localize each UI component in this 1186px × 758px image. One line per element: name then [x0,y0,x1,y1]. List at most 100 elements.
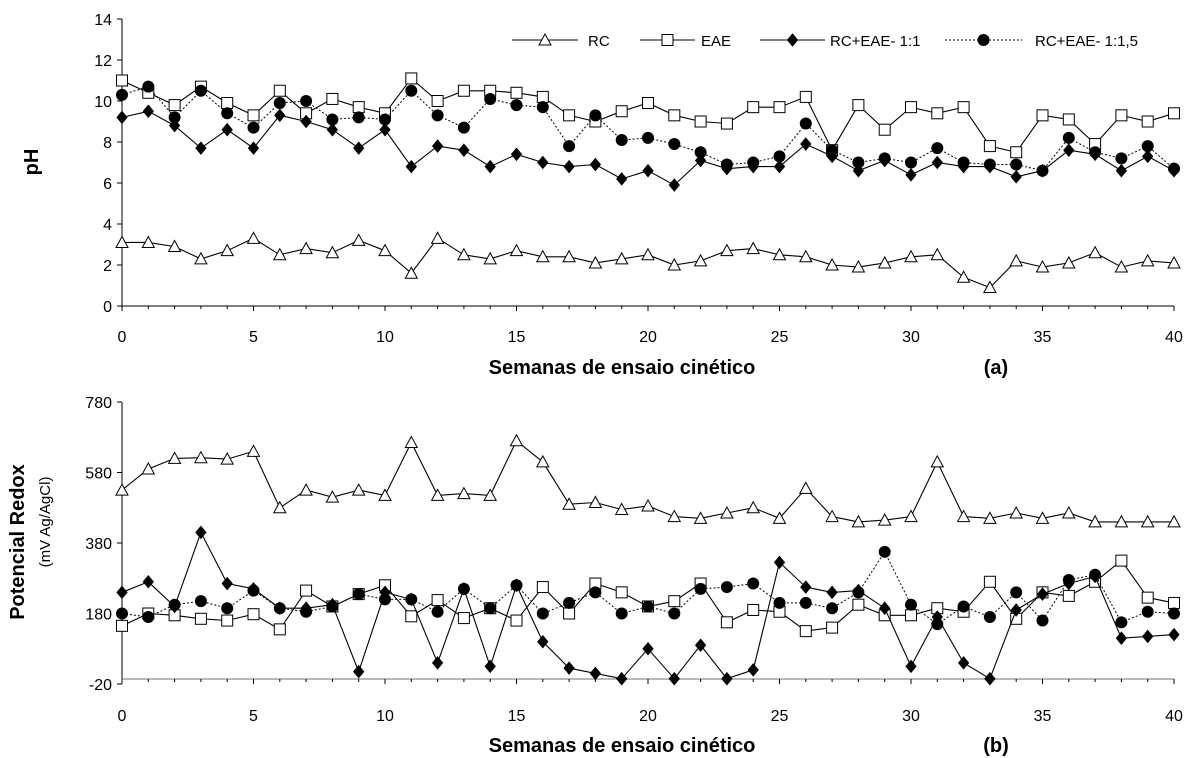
data-point [221,602,234,615]
data-point [667,509,682,523]
data-point [1141,605,1154,618]
data-point [431,656,444,670]
data-point [247,584,260,597]
data-point [167,239,182,253]
data-point [194,595,207,608]
data-point [116,585,128,600]
data-point [535,454,550,468]
data-point [1115,631,1128,645]
data-point [325,245,340,259]
data-point [273,623,286,636]
data-point [326,600,339,613]
x-tick-label: 10 [376,329,394,346]
data-point [536,90,549,103]
data-point [668,109,681,122]
data-point [563,661,575,675]
data-point [826,144,839,157]
legend-entry: RC+EAE- 1:1 [760,33,920,50]
data-point [195,141,207,155]
legend-entry: RC [512,32,610,50]
data-point [852,598,865,611]
data-point [878,545,891,558]
data-point [405,610,418,623]
data-point [1088,514,1102,528]
data-point [957,156,970,169]
data-point [983,575,996,588]
data-point [405,593,418,606]
data-point [668,178,680,192]
data-point [535,249,550,263]
data-point [458,143,470,157]
data-point [142,80,155,93]
series-triangle [115,231,1181,294]
data-point [326,113,339,126]
data-point [747,577,760,590]
data-point [116,619,128,632]
data-point [957,656,970,670]
data-point [1010,603,1022,617]
series-circle [116,545,1180,631]
data-point [246,444,261,457]
data-point [536,101,549,114]
series-line [121,550,1175,625]
data-point [272,247,287,261]
data-point [457,582,470,595]
x-tick-label: 15 [508,708,526,725]
data-point [1168,607,1180,620]
data-point [115,483,129,496]
data-point [300,114,312,129]
data-point [300,584,313,597]
data-point [1010,146,1023,159]
data-point [326,122,339,137]
data-point [273,97,286,110]
data-point [247,109,260,122]
legend-label: RC [588,33,610,50]
data-point [431,594,444,607]
y-axis-title: Potencial Redox [7,464,29,620]
data-point [246,231,261,244]
legend-entry: RC+EAE- 1:1,5 [945,33,1138,50]
data-point [693,253,708,267]
data-point [300,95,313,107]
y-tick-label: 380 [85,536,112,553]
y-tick-label: 2 [103,258,112,275]
legend-label: RC+EAE- 1:1 [830,33,920,50]
data-point [1089,568,1102,581]
data-point [904,249,918,263]
data-point [614,251,629,265]
x-axis-title: Semanas de ensaio cinético [489,735,756,757]
legend-marker [786,33,799,47]
data-point [168,598,181,611]
data-point [668,595,681,608]
data-point [404,266,419,279]
data-point [405,84,418,97]
data-point [116,74,128,87]
data-point [195,525,207,540]
data-point [1036,587,1049,601]
data-point [668,607,681,620]
legend-marker [538,32,552,46]
data-point [825,257,839,271]
data-point [274,108,286,123]
data-point [852,586,865,599]
data-point [877,513,892,526]
data-point [878,152,891,165]
data-point [877,255,892,269]
redox-chart-panel: -20 180 380 580 780 0 5 10 15 20 25 30 35 40 Semanas d… [7,395,1183,757]
y-tick-label: 6 [103,176,112,193]
data-point [983,611,996,624]
data-point [589,109,602,122]
data-point [247,141,260,155]
legend-entry: EAE [640,33,731,50]
y-tick-label: -20 [89,677,112,694]
data-point [799,117,812,130]
x-tick-label: 0 [118,329,127,346]
data-point [379,113,391,126]
data-point [1168,107,1180,120]
data-point [430,231,445,244]
data-point [825,509,839,523]
data-point [642,641,654,656]
data-point [1167,514,1181,528]
data-point [589,666,602,681]
x-tick-label: 25 [771,708,789,725]
